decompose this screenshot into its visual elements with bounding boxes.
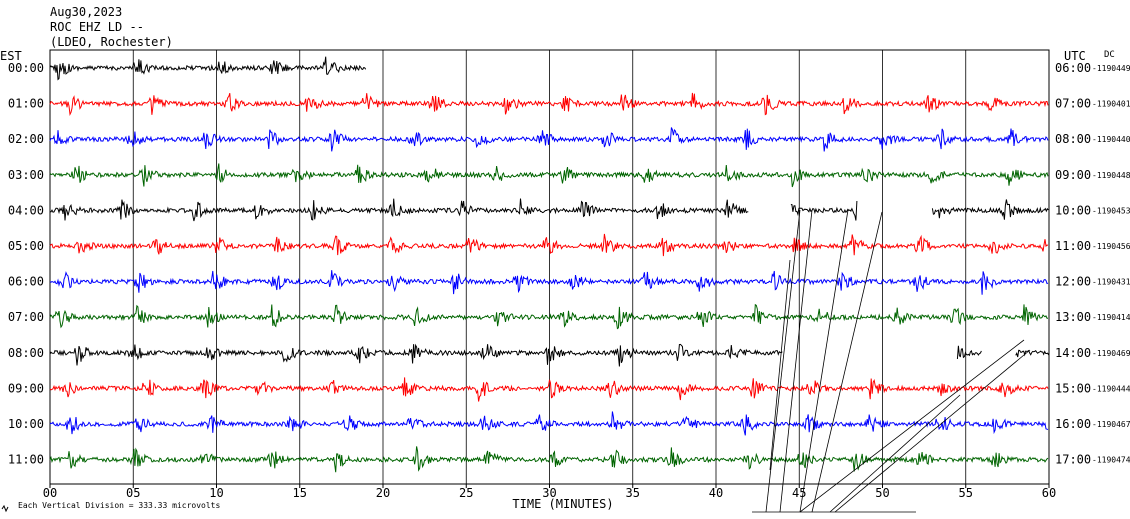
utc-label: 07:00	[1055, 97, 1091, 111]
trace-row-0600-seg-0	[49, 270, 1049, 295]
x-tick-label: 60	[1042, 486, 1056, 500]
footer-note: Each Vertical Division = 333.33 microvol…	[18, 501, 220, 510]
est-label: 11:00	[8, 453, 44, 467]
trace-row-0400-seg-2	[931, 199, 1049, 220]
artifact-line	[799, 339, 1025, 513]
trace-row-1000-seg-0	[49, 411, 1049, 436]
trace-row-0000-seg-0	[49, 56, 367, 81]
right-axis-title: UTC	[1064, 49, 1086, 63]
artifact-line	[829, 394, 961, 513]
utc-label: 17:00	[1055, 453, 1091, 467]
est-label: 04:00	[8, 203, 44, 217]
trace-row-0900-seg-0	[49, 377, 1049, 402]
count-label: -1190401	[1092, 100, 1130, 109]
trace-artifacts	[752, 209, 1031, 513]
count-label: -1190431	[1092, 278, 1130, 287]
utc-label: 08:00	[1055, 132, 1091, 146]
est-label: 02:00	[8, 132, 44, 146]
utc-label: 13:00	[1055, 310, 1091, 324]
artifact-line	[811, 211, 883, 513]
est-label: 09:00	[8, 381, 44, 395]
header-date: Aug30,2023	[50, 5, 122, 19]
est-label: 08:00	[8, 346, 44, 360]
x-tick-label: 05	[126, 486, 140, 500]
count-label: -1190469	[1092, 349, 1130, 358]
header-station: ROC EHZ LD --	[50, 20, 144, 34]
trace-row-0500-seg-0	[49, 233, 1049, 257]
count-label: -1190456	[1092, 242, 1130, 251]
est-label: 03:00	[8, 168, 44, 182]
x-tick-label: 00	[43, 486, 57, 500]
trace-row-0400-seg-1	[790, 200, 858, 221]
count-label: -1190449	[1092, 64, 1130, 73]
utc-label: 09:00	[1055, 168, 1091, 182]
artifact-line	[834, 349, 1031, 513]
trace-row-0800-seg-2	[1015, 349, 1050, 358]
x-tick-label: 15	[293, 486, 307, 500]
x-tick-label: 10	[209, 486, 223, 500]
x-tick-label: 45	[792, 486, 806, 500]
x-tick-label: 25	[459, 486, 473, 500]
x-axis-ticks: 00 05 10 15 20 25 30 35 40 45 50 55 60	[43, 484, 1056, 500]
count-label: -1190444	[1092, 384, 1130, 393]
x-tick-label: 40	[709, 486, 723, 500]
header-network: (LDEO, Rochester)	[50, 35, 173, 49]
trace-row-0200-seg-0	[49, 127, 1049, 152]
est-label: 01:00	[8, 97, 44, 111]
artifact-line	[799, 209, 849, 513]
trace-row-1100-seg-0	[49, 446, 1049, 473]
dc-label: DC	[1104, 50, 1115, 60]
utc-label: 15:00	[1055, 381, 1091, 395]
count-label: -1190448	[1092, 171, 1130, 180]
trace-row-0800-seg-1	[956, 345, 982, 360]
est-label: 05:00	[8, 239, 44, 253]
trace-row-0100-seg-0	[49, 92, 1049, 117]
artifact-line	[765, 209, 801, 513]
utc-label: 16:00	[1055, 417, 1091, 431]
est-label: 00:00	[8, 61, 44, 75]
trace-row-0800-seg-0	[49, 343, 783, 367]
trace-row-0700-seg-0	[49, 303, 1048, 330]
trace-row-0300-seg-0	[49, 163, 1049, 188]
left-axis-title: EST	[0, 49, 22, 63]
plot-grid	[132, 50, 967, 484]
est-label: 10:00	[8, 417, 44, 431]
utc-label: 11:00	[1055, 239, 1091, 253]
x-tick-label: 50	[875, 486, 889, 500]
trace-row-0400-seg-0	[49, 198, 749, 222]
count-label: -1190474	[1092, 456, 1130, 465]
count-label: -1190467	[1092, 420, 1130, 429]
utc-label: 14:00	[1055, 346, 1091, 360]
seismic-traces	[49, 56, 1050, 473]
est-label: 06:00	[8, 275, 44, 289]
x-tick-label: 30	[542, 486, 556, 500]
artifact-line	[779, 209, 813, 513]
count-label: -1190453	[1092, 206, 1130, 215]
x-tick-label: 35	[626, 486, 640, 500]
est-label: 07:00	[8, 310, 44, 324]
artifact-line	[769, 259, 791, 471]
utc-label: 12:00	[1055, 275, 1091, 289]
utc-label: 06:00	[1055, 61, 1091, 75]
count-label: -1190414	[1092, 313, 1130, 322]
utc-label: 10:00	[1055, 203, 1091, 217]
x-tick-label: 55	[959, 486, 973, 500]
seismogram-logo-icon	[1, 504, 9, 513]
x-tick-label: 20	[376, 486, 390, 500]
count-label: -1190440	[1092, 135, 1130, 144]
x-axis-title: TIME (MINUTES)	[512, 497, 613, 511]
